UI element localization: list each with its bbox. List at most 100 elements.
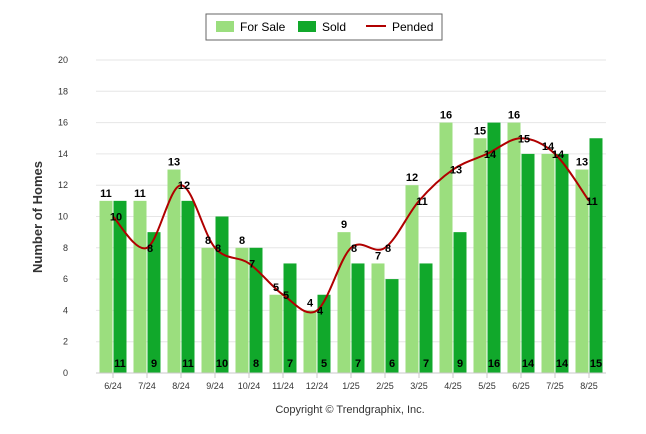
data-label-for-sale: 15	[474, 125, 486, 137]
bar-for-sale	[405, 185, 419, 373]
bar-sold	[521, 153, 535, 373]
x-tick-label: 10/24	[238, 381, 261, 391]
data-label-pended: 15	[518, 133, 530, 145]
data-label-for-sale: 13	[168, 157, 180, 169]
data-label-pended: 8	[215, 243, 221, 255]
data-label-sold: 7	[423, 358, 429, 370]
data-label-sold: 11	[114, 358, 126, 370]
copyright-credit: Copyright © Trendgraphix, Inc.	[275, 404, 424, 416]
data-label-pended: 14	[484, 149, 497, 161]
y-tick-label: 20	[58, 55, 68, 65]
bar-sold	[147, 232, 161, 373]
legend-label-for-sale: For Sale	[240, 20, 286, 34]
bar-for-sale	[167, 169, 181, 373]
bar-for-sale	[507, 122, 521, 373]
bar-sold	[453, 232, 467, 373]
data-label-sold: 14	[522, 358, 535, 370]
y-tick-label: 16	[58, 118, 68, 128]
legend-frame	[205, 13, 443, 41]
data-label-sold: 5	[321, 358, 327, 370]
bar-for-sale	[439, 122, 453, 373]
x-tick-label: 12/24	[306, 381, 329, 391]
data-label-sold: 9	[457, 358, 463, 370]
data-label-for-sale: 9	[341, 219, 347, 231]
data-label-sold: 10	[216, 358, 228, 370]
x-tick-label: 4/25	[444, 381, 462, 391]
x-tick-label: 6/24	[104, 381, 122, 391]
legend: For Sale Sold Pended	[205, 13, 443, 41]
x-tick-label: 5/25	[478, 381, 496, 391]
data-labels: 1111101198131112810888757545497876812711…	[100, 110, 602, 370]
data-label-sold: 6	[389, 358, 395, 370]
data-label-pended: 10	[110, 212, 122, 224]
pended-line	[112, 137, 590, 314]
bar-sold	[589, 138, 603, 373]
bar-sold	[249, 247, 263, 373]
data-label-pended: 12	[178, 180, 190, 192]
y-tick-label: 6	[63, 274, 68, 284]
data-label-for-sale: 13	[576, 157, 588, 169]
legend-label-pended: Pended	[392, 20, 433, 34]
x-tick-label: 1/25	[342, 381, 360, 391]
x-tick-label: 6/25	[512, 381, 530, 391]
data-label-pended: 4	[317, 305, 324, 317]
x-tick-label: 8/25	[580, 381, 598, 391]
bar-for-sale	[337, 232, 351, 373]
bar-for-sale	[303, 310, 317, 373]
legend-swatch-for-sale	[216, 21, 234, 32]
x-tick-label: 7/25	[546, 381, 564, 391]
data-label-sold: 16	[488, 358, 500, 370]
data-label-pended: 14	[552, 149, 565, 161]
bar-sold	[385, 279, 399, 373]
y-axis-label: Number of Homes	[30, 161, 45, 273]
data-label-for-sale: 16	[440, 110, 452, 122]
data-label-pended: 8	[147, 243, 153, 255]
x-tick-label: 11/24	[272, 381, 294, 391]
data-label-pended: 5	[283, 290, 289, 302]
y-tick-label: 12	[58, 180, 68, 190]
data-label-sold: 7	[355, 358, 361, 370]
bar-for-sale	[235, 247, 249, 373]
data-label-for-sale: 5	[273, 282, 279, 294]
data-label-pended: 13	[450, 165, 462, 177]
bar-sold	[419, 263, 433, 373]
x-tick-label: 7/24	[138, 381, 156, 391]
data-label-sold: 7	[287, 358, 293, 370]
legend-swatch-sold	[298, 21, 316, 32]
data-label-pended: 8	[351, 243, 357, 255]
y-tick-label: 18	[58, 86, 68, 96]
bar-for-sale	[541, 153, 555, 373]
bar-for-sale	[201, 247, 215, 373]
bar-sold	[215, 216, 229, 373]
data-label-pended: 8	[385, 243, 391, 255]
bar-sold	[113, 200, 127, 373]
y-tick-label: 14	[58, 149, 68, 159]
y-tick-label: 2	[63, 337, 68, 347]
data-label-for-sale: 8	[239, 235, 245, 247]
data-label-for-sale: 12	[406, 172, 418, 184]
y-tick-label: 4	[63, 305, 68, 315]
legend-label-sold: Sold	[322, 20, 346, 34]
y-tick-label: 10	[58, 212, 68, 222]
bar-sold	[555, 153, 569, 373]
data-label-sold: 14	[556, 358, 569, 370]
data-label-pended: 7	[249, 258, 255, 270]
data-label-sold: 8	[253, 358, 259, 370]
data-label-pended: 11	[416, 196, 428, 208]
y-axis-ticks: 0 2 4 6 8 10 12 14 16 18 20	[58, 55, 68, 378]
y-tick-label: 8	[63, 243, 68, 253]
data-label-for-sale: 14	[542, 141, 555, 153]
data-label-for-sale: 11	[100, 188, 112, 200]
bar-sold	[181, 200, 195, 373]
x-tick-label: 8/24	[172, 381, 190, 391]
data-label-for-sale: 8	[205, 235, 211, 247]
data-label-for-sale: 7	[375, 250, 381, 262]
bar-sold	[283, 263, 297, 373]
bar-for-sale	[575, 169, 589, 373]
x-tick-label: 3/25	[410, 381, 428, 391]
bar-sold	[487, 122, 501, 373]
bar-for-sale	[269, 294, 283, 373]
data-label-sold: 15	[590, 358, 602, 370]
data-label-sold: 9	[151, 358, 157, 370]
